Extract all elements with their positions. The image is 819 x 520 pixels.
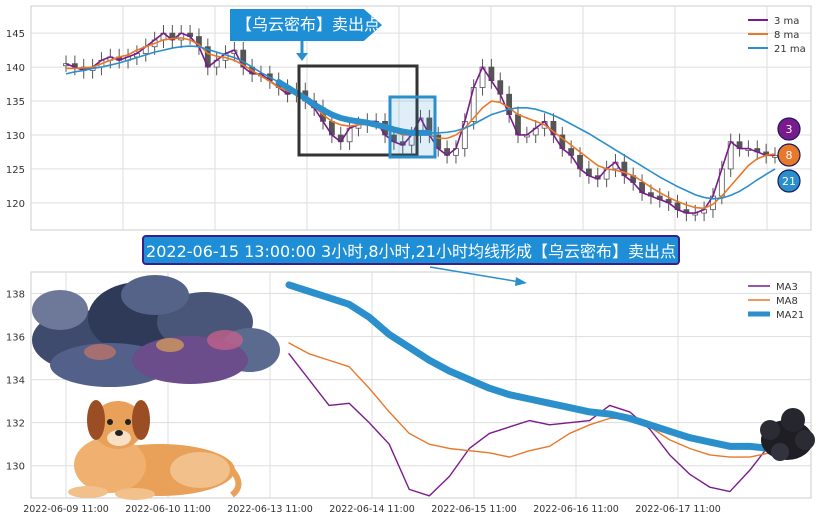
bottom-y-tick-label: 132: [6, 419, 25, 430]
bottom-y-tick-label: 138: [6, 290, 25, 301]
line-MA21: [285, 281, 774, 452]
small-dark-cloud: [760, 408, 815, 461]
top-legend-label: 8 ma: [774, 30, 799, 41]
bottom-x-tick-label: 2022-06-09 11:00: [23, 504, 109, 515]
top-legend-label: 21 ma: [774, 44, 806, 55]
badge-label: 3: [786, 123, 793, 136]
badge-label: 21: [782, 175, 796, 188]
bottom-x-ticks: 2022-06-09 11:00 2022-06-10 11:00 2022-06-…: [23, 504, 721, 515]
pointer-arrow: [296, 40, 308, 61]
bottom-x-tick-label: 2022-06-15 11:00: [431, 504, 517, 515]
bottom-legend-label: MA8: [776, 296, 798, 307]
dark-cloud-illustration: [32, 275, 280, 387]
signal-description-banner: 2022-06-15 13:00:00 3小时,8小时,21小时均线形成【乌云密…: [142, 235, 680, 265]
bottom-y-tick-label: 136: [6, 333, 25, 344]
ma21-highlight: [275, 79, 433, 136]
top-y-ticks: 120 125 130 135 140 145: [6, 29, 25, 210]
sell-signal-banner: 【乌云密布】卖出点: [230, 9, 382, 41]
badge-3: [777, 117, 801, 141]
top-y-tick-label: 140: [6, 63, 25, 74]
line-MA8: [288, 342, 771, 458]
line-3-ma: [65, 32, 775, 214]
pattern-box-blue: [388, 95, 437, 159]
top-series-lines: [65, 32, 776, 214]
line-MA3: [288, 353, 771, 497]
bottom-x-tick-label: 2022-06-14 11:00: [329, 504, 415, 515]
top-panel: 120 125 130 135 140 145 3 ma 8 ma 21 ma 3 8 21: [6, 5, 812, 231]
bottom-y-tick-label: 134: [6, 376, 25, 387]
top-y-tick-label: 125: [6, 165, 25, 176]
bottom-x-tick-label: 2022-06-16 11:00: [533, 504, 619, 515]
trend-arrow: [429, 266, 527, 286]
bottom-legend: MA3 MA8 MA21: [748, 282, 804, 321]
bottom-x-tick-label: 2022-06-13 11:00: [227, 504, 313, 515]
badge-8: [777, 143, 801, 167]
dog-illustration: [68, 400, 242, 500]
bottom-y-ticks: 130 132 134 136 138: [6, 290, 25, 473]
top-y-tick-label: 130: [6, 131, 25, 142]
top-y-tick-label: 135: [6, 97, 25, 108]
top-y-tick-label: 120: [6, 199, 25, 210]
bottom-series-lines: [285, 281, 774, 497]
ma-badges: 3 8 21: [777, 117, 801, 193]
top-legend: 3 ma 8 ma 21 ma: [748, 16, 806, 55]
top-y-tick-label: 145: [6, 29, 25, 40]
bottom-legend-label: MA3: [776, 282, 798, 293]
badge-21: [777, 169, 801, 193]
pattern-box-dark: [297, 64, 419, 157]
bottom-y-tick-label: 130: [6, 462, 25, 473]
bottom-legend-label: MA21: [776, 310, 804, 321]
top-legend-label: 3 ma: [774, 16, 799, 27]
bottom-x-tick-label: 2022-06-17 11:00: [635, 504, 721, 515]
badge-label: 8: [786, 149, 793, 162]
bottom-x-tick-label: 2022-06-10 11:00: [125, 504, 211, 515]
